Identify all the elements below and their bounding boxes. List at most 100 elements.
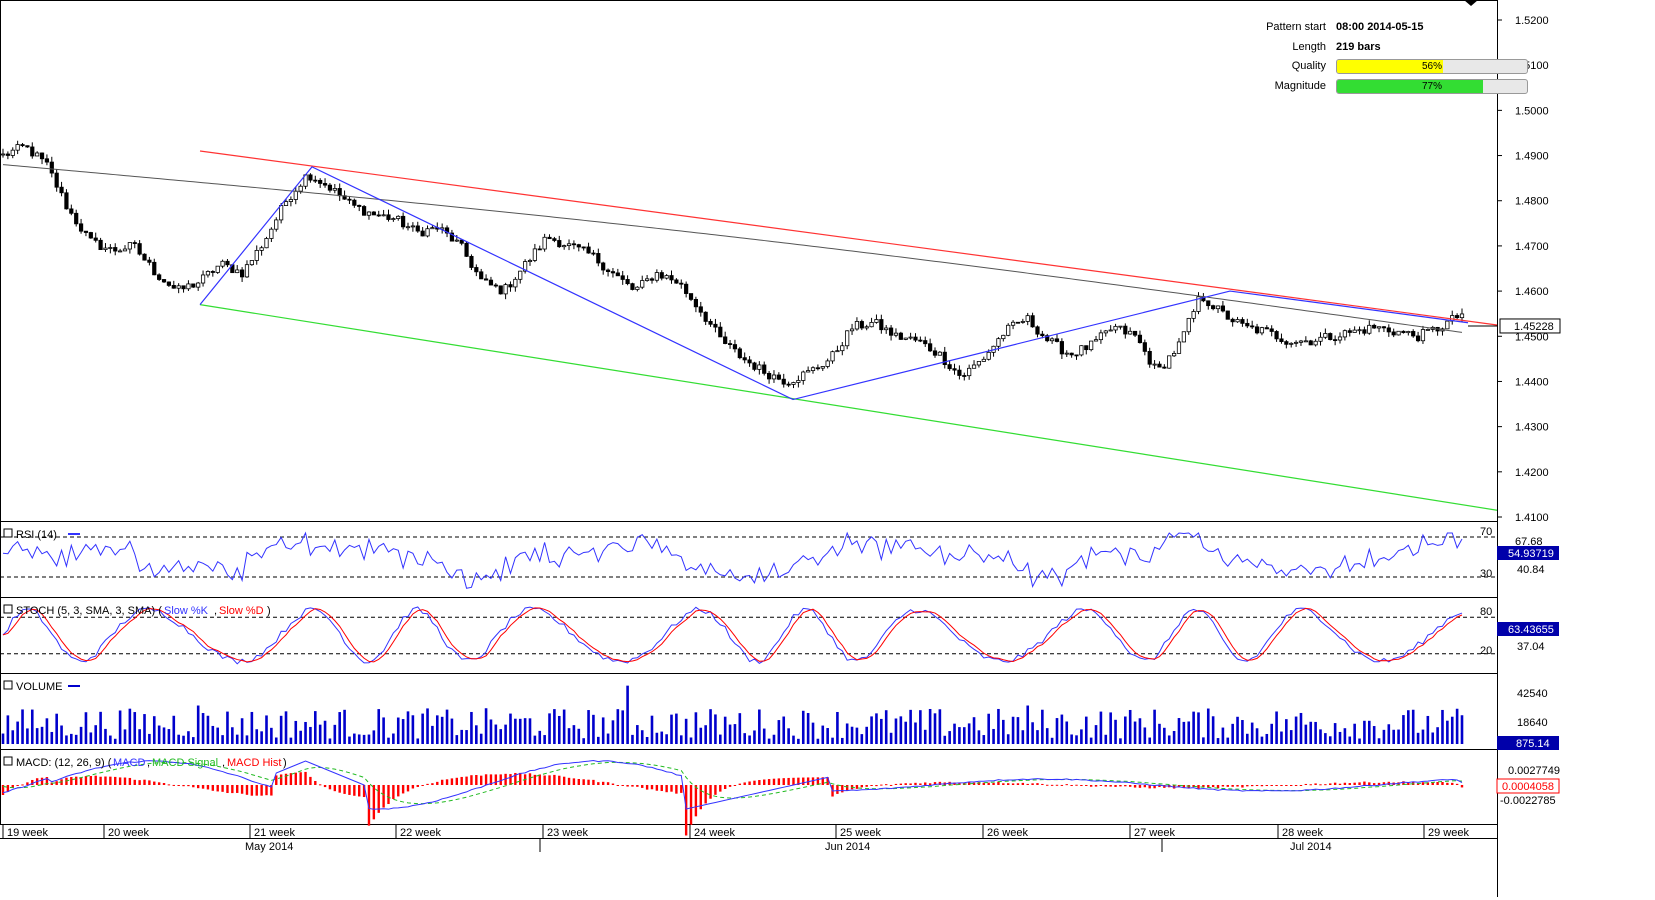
macd-hist-bar <box>431 783 434 785</box>
macd-current-box <box>1496 778 1560 794</box>
volume-bar <box>250 711 254 744</box>
volume-bar <box>187 731 190 744</box>
macd-hist-bar <box>1094 785 1098 787</box>
week-label: 27 week <box>1134 827 1175 839</box>
candle-body <box>566 243 572 246</box>
candle-body <box>1279 338 1284 342</box>
volume-bar <box>626 685 629 744</box>
candle-body <box>820 366 825 369</box>
candle-body <box>1157 363 1162 368</box>
volume-bar <box>226 711 229 744</box>
macd-hist-bar <box>89 775 93 785</box>
magnitude-fill <box>1337 80 1484 93</box>
macd-hist-bar <box>1275 785 1278 786</box>
macd-hist-bar <box>1348 783 1351 785</box>
macd-hist-bar <box>1119 785 1122 787</box>
volume-bar <box>675 713 678 744</box>
candle-body <box>274 219 279 230</box>
candle-body <box>25 145 30 148</box>
volume-bar <box>816 738 820 744</box>
volume-bar <box>177 734 180 744</box>
macd-signal-legend: MACD Signal <box>152 757 218 769</box>
volume-bar <box>1036 730 1039 744</box>
candle-body <box>1420 329 1426 342</box>
candle-body <box>376 214 381 217</box>
candle-body <box>454 239 459 242</box>
candle-body <box>1050 338 1055 342</box>
volume-bar <box>601 717 605 744</box>
candle-body <box>308 174 313 181</box>
candle-body <box>547 236 552 240</box>
candle-body <box>586 246 591 254</box>
volume-bar <box>489 719 493 744</box>
volume-bar <box>1319 729 1322 744</box>
candle-body <box>1259 327 1265 334</box>
volume-bar <box>860 734 864 744</box>
volume-bar <box>294 720 298 744</box>
candle-body <box>688 293 694 300</box>
candle-body <box>942 351 947 366</box>
volume-bar <box>450 718 454 744</box>
macd-hist-bar <box>792 777 795 785</box>
quality-bar: 56% <box>1336 59 1528 74</box>
candle-body <box>893 332 899 336</box>
volume-bar <box>758 709 761 744</box>
volume-bar <box>1411 709 1415 744</box>
volume-bar <box>94 725 98 744</box>
volume-bar <box>1441 709 1444 744</box>
volume-bar <box>357 734 361 744</box>
candle-body <box>888 327 894 336</box>
volume-bar <box>982 735 986 744</box>
macd-hist-bar <box>489 774 493 785</box>
macd-hist-bar <box>1402 781 1405 785</box>
candle-body <box>620 275 625 280</box>
candle-body <box>449 232 455 242</box>
candle-body <box>1367 324 1372 334</box>
volume-bar <box>1241 720 1244 744</box>
volume-bar <box>606 733 610 744</box>
candle-body <box>1181 331 1186 343</box>
candle-body <box>1162 366 1167 369</box>
volume-bar <box>1294 716 1298 744</box>
candle-body <box>1357 329 1362 332</box>
volume-bar <box>152 716 156 744</box>
macd-hist-bar <box>504 773 507 785</box>
candle-body <box>1152 363 1157 366</box>
volume-bar <box>870 716 873 744</box>
candle-body <box>1035 326 1040 335</box>
candle-body <box>54 172 59 188</box>
volume-bar <box>30 709 34 744</box>
candle-body <box>1415 335 1421 342</box>
macd-legend-close: ) <box>283 757 287 769</box>
volume-bar <box>313 711 317 744</box>
candle-body <box>1225 310 1230 320</box>
volume-bar <box>616 709 620 744</box>
macd-hist-bar <box>719 785 722 792</box>
macd-hist-bar <box>494 774 498 785</box>
candle-body <box>474 267 479 273</box>
macd-hist-bar <box>928 783 932 785</box>
macd-hist-bar <box>187 785 190 787</box>
macd-hist-bar <box>680 785 683 793</box>
volume-bar <box>797 738 800 744</box>
volume-bar <box>1206 708 1210 744</box>
macd-hist-bar <box>240 785 244 794</box>
candle-body <box>723 336 728 344</box>
volume-bar <box>719 734 722 744</box>
candle-body <box>1089 340 1094 351</box>
macd-hist-bar <box>338 785 341 793</box>
candle-body <box>840 345 845 352</box>
price-tick-label: 1.4400 <box>1515 376 1549 388</box>
volume-bar <box>1270 723 1273 744</box>
volume-bar <box>284 711 288 744</box>
volume-bar <box>1065 721 1069 744</box>
macd-hist-bar <box>826 777 829 785</box>
candle-body <box>557 240 562 248</box>
volume-bar <box>762 728 766 744</box>
macd-hist-bar <box>641 785 644 788</box>
stoch-d-line <box>2 607 1463 663</box>
candle-body <box>249 260 254 266</box>
volume-bar <box>709 709 712 744</box>
candle-body <box>108 247 113 249</box>
month-label: Jun 2014 <box>825 841 870 853</box>
